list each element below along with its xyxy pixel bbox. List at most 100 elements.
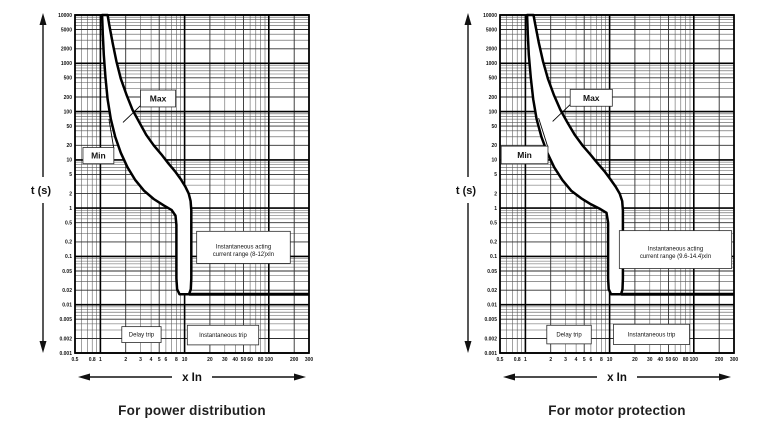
min-label-text: Min [517,150,532,160]
svg-text:500: 500 [64,76,73,82]
svg-text:0.8: 0.8 [89,357,96,363]
svg-text:50: 50 [66,124,72,130]
svg-text:200: 200 [290,357,299,363]
caption-power-distribution: For power distribution [118,403,266,418]
svg-text:20: 20 [632,357,638,363]
delay-trip-box: Delay trip [546,324,592,345]
max-label-text: Max [583,93,600,103]
down-arrow-icon [39,341,47,353]
x-axis-arrow [78,373,306,381]
svg-text:10: 10 [66,158,72,164]
svg-text:3: 3 [564,357,567,363]
svg-text:2: 2 [549,357,552,363]
svg-text:4: 4 [575,357,578,363]
svg-text:0.1: 0.1 [490,254,497,260]
svg-text:1: 1 [494,206,497,212]
right-arrow-icon [294,373,306,381]
svg-text:0.02: 0.02 [62,288,72,294]
x-axis-ticks: 0.5 0.8 1 2 3 4 5 6 8 10 20 30 40 50 60 80 100 200 300 [72,357,314,363]
svg-text:0.05: 0.05 [487,269,497,275]
svg-text:0.5: 0.5 [72,357,79,363]
svg-text:5000: 5000 [486,27,497,33]
svg-text:0.01: 0.01 [62,303,72,309]
svg-text:500: 500 [489,76,498,82]
svg-text:40: 40 [658,357,664,363]
y-axis-label: t (s) [456,185,477,197]
svg-text:10: 10 [491,158,497,164]
plot-frame [74,14,310,354]
svg-text:10000: 10000 [58,13,72,19]
max-label-leader-line [122,105,141,123]
svg-text:80: 80 [683,357,689,363]
instantaneous-range-text: current range (8-12)xIn [213,252,274,258]
svg-text:0.1: 0.1 [65,254,72,260]
svg-text:2: 2 [69,191,72,197]
svg-text:0.2: 0.2 [490,240,497,246]
delay-trip-text: Delay trip [129,333,155,339]
x-axis-label: x In [607,372,627,384]
y-axis-ticks: 10000 5000 2000 1000 500 200 100 50 20 10 5 2 1 0.5 0.… [483,13,497,357]
svg-text:5: 5 [494,172,497,178]
svg-text:200: 200 [715,357,724,363]
svg-text:30: 30 [647,357,653,363]
max-label-text: Max [150,94,167,104]
caption-motor-protection: For motor protection [548,403,686,418]
min-label-box: Min [82,119,115,165]
left-arrow-icon [78,373,90,381]
svg-text:300: 300 [305,357,314,363]
svg-text:0.002: 0.002 [59,336,72,342]
svg-text:0.05: 0.05 [62,269,72,275]
svg-text:2: 2 [124,357,127,363]
svg-text:30: 30 [222,357,228,363]
svg-text:10: 10 [182,357,188,363]
svg-text:20: 20 [491,143,497,149]
svg-text:0.5: 0.5 [497,357,504,363]
svg-text:50: 50 [491,124,497,130]
svg-text:2000: 2000 [486,47,497,53]
svg-text:2: 2 [494,191,497,197]
svg-text:6: 6 [165,357,168,363]
instantaneous-range-text: Instantaneous acting [648,247,703,253]
delay-trip-box: Delay trip [121,326,162,343]
instantaneous-range-text: current range (9.6-14.4)xIn [640,254,711,260]
svg-text:10000: 10000 [483,13,497,19]
svg-text:6: 6 [590,357,593,363]
svg-text:1000: 1000 [61,61,72,67]
svg-text:100: 100 [265,357,274,363]
svg-text:4: 4 [150,357,153,363]
svg-text:20: 20 [66,143,72,149]
trip-band [100,13,193,296]
svg-text:0.01: 0.01 [487,303,497,309]
plot-frame [499,14,735,354]
instantaneous-trip-box: Instantaneous trip [186,324,260,346]
svg-text:1: 1 [524,357,527,363]
svg-text:1000: 1000 [486,61,497,67]
svg-text:60: 60 [247,357,253,363]
instantaneous-trip-box: Instantaneous trip [613,323,690,345]
y-axis-arrow [39,13,47,353]
svg-text:5000: 5000 [61,27,72,33]
svg-text:100: 100 [64,109,73,115]
svg-text:0.2: 0.2 [65,240,72,246]
y-axis-arrow [464,13,472,353]
left-arrow-icon [503,373,515,381]
instantaneous-range-text: Instantaneous acting [216,244,271,250]
svg-text:5: 5 [583,357,586,363]
max-label-box: Max [552,88,613,122]
svg-text:50: 50 [241,357,247,363]
min-label-box: Min [500,117,549,165]
svg-text:50: 50 [666,357,672,363]
max-label-box: Max [122,89,177,123]
svg-text:200: 200 [489,95,498,101]
power-distribution-chart: Max Min Instantaneous acting current range … [31,13,314,384]
svg-text:0.5: 0.5 [65,220,72,226]
svg-text:60: 60 [672,357,678,363]
svg-text:0.001: 0.001 [484,351,497,357]
svg-text:300: 300 [730,357,739,363]
svg-text:0.5: 0.5 [490,220,497,226]
instantaneous-trip-text: Instantaneous trip [199,333,247,339]
down-arrow-icon [464,341,472,353]
svg-text:0.002: 0.002 [484,336,497,342]
